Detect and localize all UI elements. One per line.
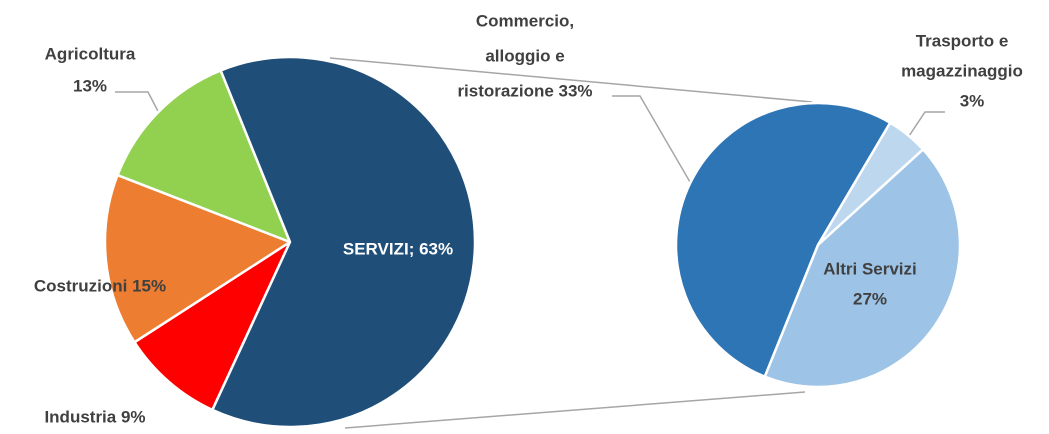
slice-label: Trasporto e: [916, 31, 1009, 50]
pie-slice: [210, 55, 477, 429]
pie-slice: [763, 147, 962, 389]
slice-label: Agricoltura: [45, 44, 136, 63]
connector-line: [329, 57, 813, 103]
pie-slice: [674, 101, 892, 379]
slice-label: alloggio e: [485, 46, 564, 65]
slice-label: ristorazione 33%: [457, 81, 592, 100]
pie-slice: [132, 238, 293, 412]
slice-label: 13%: [73, 76, 107, 95]
slice-label: Altri Servizi: [823, 259, 917, 278]
leader-line: [904, 111, 945, 143]
leader-line: [612, 95, 691, 183]
connector-line: [344, 391, 806, 429]
slice-label: 3%: [960, 91, 985, 110]
slice-label: magazzinaggio: [901, 61, 1023, 80]
pie-slice: [115, 68, 293, 245]
leader-line: [115, 91, 161, 116]
slice-label: Industria 9%: [44, 407, 145, 426]
slice-label: Costruzioni 15%: [34, 276, 166, 295]
slice-label: SERVIZI; 63%: [343, 239, 453, 258]
slice-label: Commercio,: [476, 11, 574, 30]
pie-slice: [103, 173, 293, 344]
slice-label: 27%: [853, 289, 887, 308]
